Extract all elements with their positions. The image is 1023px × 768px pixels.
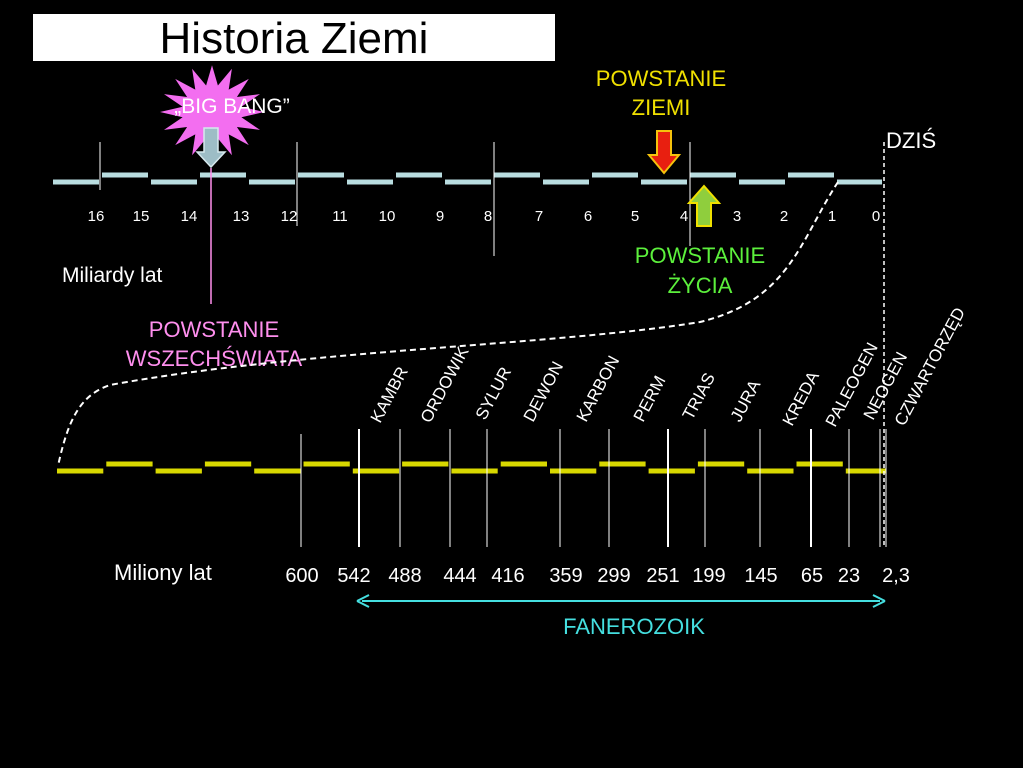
period-label: JURA xyxy=(727,376,765,425)
billions-tick-label: 4 xyxy=(680,208,688,225)
period-label: SYLUR xyxy=(472,364,515,423)
fanerozoik-arrowhead-right xyxy=(872,594,886,608)
big-bang-burst-icon xyxy=(160,65,264,159)
billions-tick-label: 12 xyxy=(281,208,298,225)
billions-tick-label: 16 xyxy=(88,208,105,225)
millions-tick-label: 65 xyxy=(801,565,823,587)
period-label: TRIAS xyxy=(679,370,719,423)
event-markers: „BIG BANG” POWSTANIE WSZECHŚWIATA POWSTANIE… xyxy=(57,65,936,545)
billions-tick-label: 3 xyxy=(733,208,741,225)
universe-label-line2: WSZECHŚWIATA xyxy=(126,346,303,371)
big-bang-label: „BIG BANG” xyxy=(174,95,290,118)
millions-tick-label: 199 xyxy=(692,565,725,587)
fanerozoik-arrowhead-left xyxy=(356,594,370,608)
universe-label-line1: POWSTANIE xyxy=(149,317,279,342)
earth-label-line1: POWSTANIE xyxy=(596,66,726,91)
billions-unit-label: Miliardy lat xyxy=(62,264,163,287)
life-arrow-icon xyxy=(686,184,722,227)
millions-tick-label: 23 xyxy=(838,565,860,587)
millions-tick-label: 2,3 xyxy=(882,565,910,587)
millions-tick-label: 416 xyxy=(491,565,524,587)
millions-tick-label: 600 xyxy=(285,565,318,587)
millions-tick-label: 251 xyxy=(646,565,679,587)
life-label-line1: POWSTANIE xyxy=(635,243,765,268)
period-label: DEWON xyxy=(520,358,567,424)
billions-tick-label: 14 xyxy=(181,208,198,225)
period-label: KREDA xyxy=(779,368,824,429)
period-label: KARBON xyxy=(573,353,623,425)
billions-tick-label: 15 xyxy=(133,208,150,225)
millions-tick-label: 145 xyxy=(744,565,777,587)
millions-tick-label: 542 xyxy=(337,565,370,587)
period-label: PERM xyxy=(630,373,670,425)
billions-tick-label: 9 xyxy=(436,208,444,225)
earth-arrow-icon xyxy=(646,130,682,175)
title-box: Historia Ziemi xyxy=(33,14,555,63)
today-label: DZIŚ xyxy=(886,128,936,153)
billions-tick-label: 7 xyxy=(535,208,543,225)
millions-tick-label: 488 xyxy=(388,565,421,587)
page-title: Historia Ziemi xyxy=(159,14,429,63)
billions-tick-label: 6 xyxy=(584,208,592,225)
millions-tick-label: 359 xyxy=(549,565,582,587)
billions-tick-label: 11 xyxy=(332,208,348,225)
millions-unit-label: Miliony lat xyxy=(114,560,212,585)
billions-tick-label: 13 xyxy=(233,208,250,225)
billions-tick-label: 5 xyxy=(631,208,639,225)
millions-tick-label: 444 xyxy=(443,565,476,587)
period-label: KAMBR xyxy=(367,364,412,426)
zoom-connector-curve xyxy=(57,181,839,467)
billions-tick-label: 10 xyxy=(379,208,396,225)
period-label: ORDOWIK xyxy=(417,343,473,426)
millions-tick-label: 299 xyxy=(597,565,630,587)
billions-tick-label: 0 xyxy=(872,208,880,225)
big-bang-arrow-icon xyxy=(195,127,227,169)
life-label-line2: ŻYCIA xyxy=(668,273,733,298)
billions-tick-label: 8 xyxy=(484,208,492,225)
fanerozoik-label: FANEROZOIK xyxy=(563,614,705,639)
billions-tick-label: 2 xyxy=(780,208,788,225)
earth-label-line2: ZIEMI xyxy=(632,95,691,120)
billions-tick-label: 1 xyxy=(828,208,836,225)
